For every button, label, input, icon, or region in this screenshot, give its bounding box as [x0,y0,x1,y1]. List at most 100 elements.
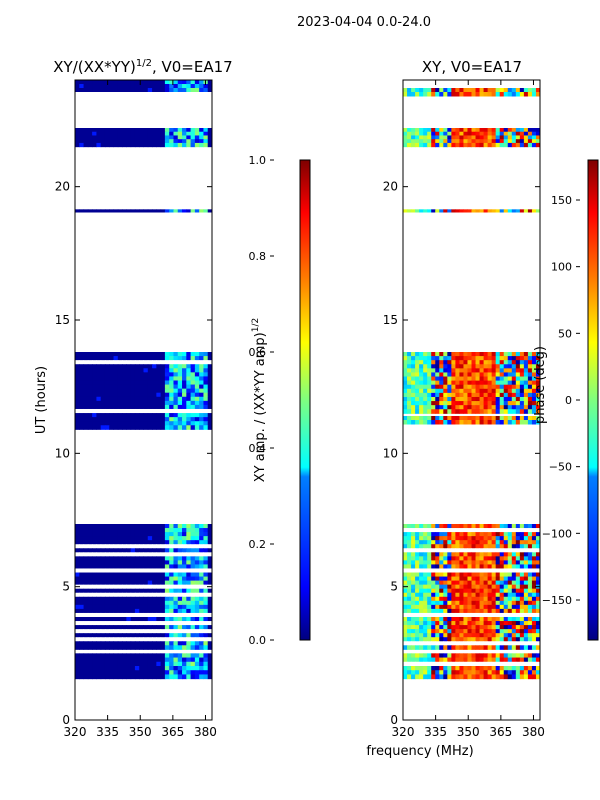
heatmap-cell [152,384,157,390]
heatmap-cell [471,84,477,88]
heatmap-cell [487,600,493,606]
heatmap-cell [447,608,452,614]
heatmap-cell [160,641,166,646]
heatmap-cell [455,524,460,529]
heatmap-cell [182,360,187,364]
heatmap-cell [427,604,432,610]
heatmap-cell [483,641,489,645]
heatmap-cell [169,564,174,569]
heatmap-cell [173,564,179,569]
heatmap-cell [491,209,497,213]
heatmap-cell [415,674,420,680]
heatmap-cell [203,209,209,213]
heatmap-cell [459,524,464,529]
heatmap-cell [515,641,521,645]
heatmap-cell [483,548,489,552]
heatmap-cell [435,131,440,136]
heatmap-cell [139,384,144,390]
heatmap-cell [455,352,460,357]
heatmap-cell [407,364,412,369]
heatmap-cell [177,544,183,548]
heatmap-cell [443,629,448,634]
heatmap-cell [177,641,183,646]
heatmap-cell [479,392,485,398]
heatmap-cell [100,588,106,594]
heatmap-cell [139,524,144,529]
heatmap-cell [203,645,209,650]
heatmap-cell [499,380,505,386]
heatmap-cell [122,380,127,386]
heatmap-cell [531,528,537,532]
heatmap-cell [507,384,513,390]
heatmap-cell [160,621,166,625]
heatmap-cell [87,670,93,675]
heatmap-cell [463,405,468,410]
heatmap-cell [117,368,123,373]
heatmap-cell [92,84,97,89]
heatmap-cell [495,352,501,357]
heatmap-cell [511,416,517,421]
heatmap-cell [519,576,525,582]
heatmap-cell [126,380,132,386]
heatmap-cell [147,544,153,548]
heatmap-cell [479,131,485,136]
heatmap-cell [79,142,85,148]
heatmap-cell [100,142,106,148]
heatmap-cell [431,596,436,602]
heatmap-cell [471,657,477,663]
heatmap-cell [194,600,200,606]
heatmap-cell [535,612,540,617]
heatmap-cell [463,368,468,373]
heatmap-cell [455,356,460,361]
heatmap-cell [207,131,212,136]
heatmap-cell [147,556,153,561]
heatmap-cell [451,548,456,552]
heatmap-cell [182,528,187,533]
heatmap-cell [443,364,448,369]
heatmap-cell [451,633,456,638]
heatmap-cell [143,666,149,671]
heatmap-cell [139,588,144,594]
heatmap-cell [143,657,149,663]
heatmap-cell [427,92,432,97]
heatmap-cell [207,380,212,386]
heatmap-cell [79,564,85,569]
heatmap-cell [207,142,212,148]
heatmap-cell [523,612,529,617]
heatmap-cell [156,400,162,406]
heatmap-cell [475,612,481,617]
heatmap-cell [443,392,448,398]
heatmap-cell [122,528,127,533]
heatmap-cell [79,670,85,675]
heatmap-cell [463,84,468,88]
heatmap-cell [177,608,183,614]
heatmap-cell [407,360,412,365]
heatmap-cell [463,416,468,421]
heatmap-cell [100,536,106,541]
heatmap-cell [523,564,529,569]
heatmap-cell [487,544,493,549]
heatmap-cell [100,637,106,641]
heatmap-cell [92,142,97,148]
heatmap-cell [487,392,493,398]
heatmap-cell [156,356,162,361]
heatmap-cell [117,544,123,548]
heatmap-cell [459,621,464,626]
heatmap-cell [527,564,533,569]
heatmap-cell [519,388,525,394]
heatmap-cell [479,552,485,557]
heatmap-cell [194,548,200,553]
heatmap-cell [443,528,448,532]
heatmap-cell [164,564,170,569]
heatmap-cell [495,409,501,414]
heatmap-cell [122,661,127,667]
heatmap-cell [519,588,525,594]
heatmap-cell [87,364,93,369]
heatmap-cell [507,405,513,410]
heatmap-cell [431,674,436,680]
heatmap-cell [487,608,493,614]
heatmap-cell [471,380,477,386]
y-tick-label: 15 [55,313,70,327]
heatmap-cell [415,532,420,537]
heatmap-cell [515,625,521,630]
